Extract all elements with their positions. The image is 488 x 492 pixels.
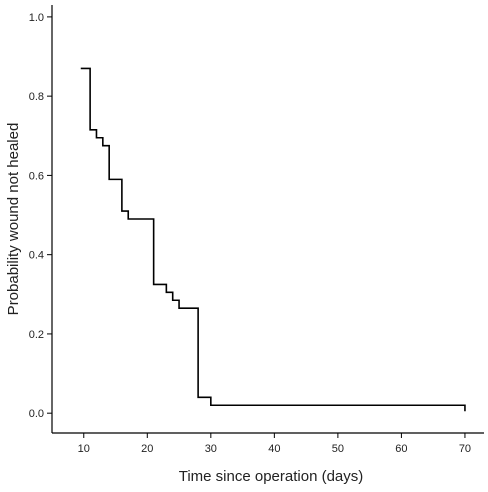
plot-frame xyxy=(51,5,484,434)
x-tick-label: 20 xyxy=(141,443,153,455)
y-axis-ticks: 0.0 0.2 0.4 0.6 0.8 1.0 xyxy=(29,12,52,420)
y-tick-label: 0.8 xyxy=(29,91,44,103)
y-tick-label: 0.6 xyxy=(29,170,44,182)
y-tick-label: 0.4 xyxy=(29,250,44,262)
y-tick-label: 0.2 xyxy=(29,329,44,341)
y-tick-label: 0.0 xyxy=(29,408,44,420)
survival-step-line xyxy=(80,67,466,412)
x-tick-label: 50 xyxy=(332,443,344,455)
x-tick-label: 60 xyxy=(395,443,407,455)
x-tick-label: 30 xyxy=(205,443,217,455)
x-tick-label: 40 xyxy=(268,443,280,455)
y-tick-label: 1.0 xyxy=(29,12,44,24)
x-axis-ticks: 10 20 30 40 50 60 70 xyxy=(78,433,471,455)
x-tick-label: 10 xyxy=(78,443,90,455)
x-axis-title: Time since operation (days) xyxy=(179,468,364,485)
y-axis-title: Probability wound not healed xyxy=(5,123,22,316)
x-tick-label: 70 xyxy=(459,443,471,455)
